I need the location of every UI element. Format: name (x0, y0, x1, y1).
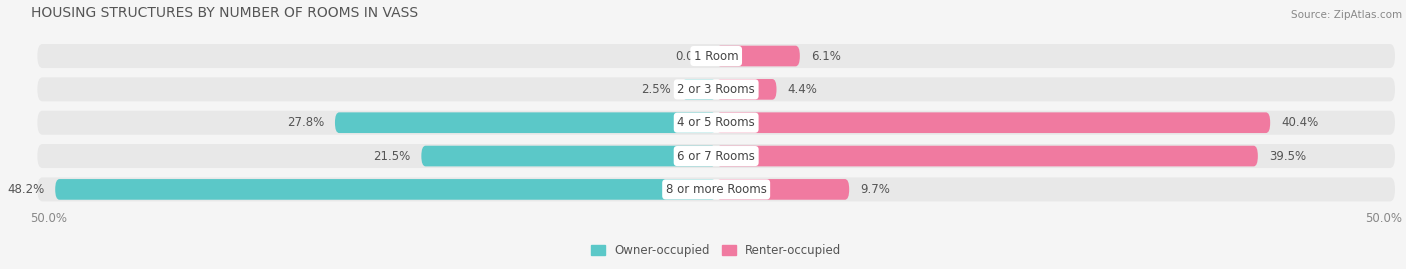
Text: 2 or 3 Rooms: 2 or 3 Rooms (678, 83, 755, 96)
FancyBboxPatch shape (38, 77, 1395, 101)
Text: 0.0%: 0.0% (675, 49, 706, 62)
Legend: Owner-occupied, Renter-occupied: Owner-occupied, Renter-occupied (591, 244, 842, 257)
Text: Source: ZipAtlas.com: Source: ZipAtlas.com (1291, 10, 1402, 20)
FancyBboxPatch shape (422, 146, 716, 167)
FancyBboxPatch shape (716, 79, 776, 100)
FancyBboxPatch shape (716, 146, 1258, 167)
Text: 50.0%: 50.0% (31, 212, 67, 225)
Text: 21.5%: 21.5% (373, 150, 411, 162)
Text: 39.5%: 39.5% (1268, 150, 1306, 162)
Text: HOUSING STRUCTURES BY NUMBER OF ROOMS IN VASS: HOUSING STRUCTURES BY NUMBER OF ROOMS IN… (31, 6, 418, 20)
Text: 4.4%: 4.4% (787, 83, 817, 96)
Text: 4 or 5 Rooms: 4 or 5 Rooms (678, 116, 755, 129)
Text: 48.2%: 48.2% (7, 183, 44, 196)
Text: 9.7%: 9.7% (860, 183, 890, 196)
Text: 1 Room: 1 Room (695, 49, 738, 62)
FancyBboxPatch shape (716, 179, 849, 200)
FancyBboxPatch shape (55, 179, 716, 200)
Text: 50.0%: 50.0% (1365, 212, 1402, 225)
FancyBboxPatch shape (38, 144, 1395, 168)
FancyBboxPatch shape (682, 79, 716, 100)
FancyBboxPatch shape (38, 44, 1395, 68)
FancyBboxPatch shape (38, 177, 1395, 201)
Text: 27.8%: 27.8% (287, 116, 323, 129)
Text: 8 or more Rooms: 8 or more Rooms (665, 183, 766, 196)
Text: 40.4%: 40.4% (1281, 116, 1319, 129)
FancyBboxPatch shape (38, 111, 1395, 135)
FancyBboxPatch shape (716, 46, 800, 66)
FancyBboxPatch shape (335, 112, 716, 133)
Text: 6.1%: 6.1% (811, 49, 841, 62)
Text: 2.5%: 2.5% (641, 83, 671, 96)
FancyBboxPatch shape (716, 112, 1270, 133)
Text: 6 or 7 Rooms: 6 or 7 Rooms (678, 150, 755, 162)
